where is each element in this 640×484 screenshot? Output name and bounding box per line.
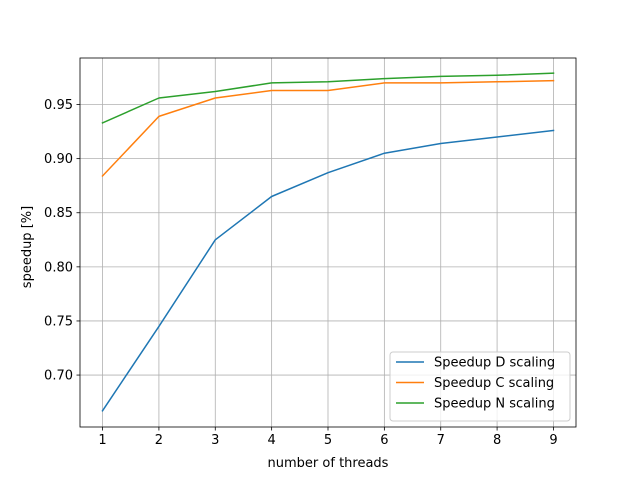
y-tick-label: 0.70 bbox=[44, 369, 73, 384]
legend-label: Speedup C scaling bbox=[434, 376, 554, 391]
x-tick-label: 3 bbox=[211, 433, 219, 448]
y-tick-label: 0.80 bbox=[44, 260, 73, 275]
y-tick-label: 0.85 bbox=[44, 206, 73, 221]
series-line-speedup-c-scaling bbox=[101, 79, 555, 178]
x-tick-label: 6 bbox=[380, 433, 388, 448]
x-tick-label: 5 bbox=[324, 433, 332, 448]
x-axis-label: number of threads bbox=[268, 456, 389, 471]
series-lines bbox=[101, 72, 555, 412]
legend: Speedup D scaling Speedup C scaling Speedu… bbox=[389, 351, 571, 422]
x-tick-label: 4 bbox=[267, 433, 275, 448]
y-axis-label: speedup [%] bbox=[20, 206, 35, 288]
x-tick-label: 1 bbox=[98, 433, 106, 448]
legend-label: Speedup N scaling bbox=[434, 397, 555, 412]
series-line-speedup-n-scaling bbox=[101, 72, 555, 124]
x-tick-label: 2 bbox=[155, 433, 163, 448]
ticks: 1 2 3 4 5 6 7 8 9 0.70 0.75 0.80 0.85 0.90 0.95 bbox=[44, 98, 558, 448]
y-tick-label: 0.90 bbox=[44, 152, 73, 167]
x-tick-label: 7 bbox=[437, 433, 445, 448]
y-tick-label: 0.75 bbox=[44, 314, 73, 329]
legend-label: Speedup D scaling bbox=[434, 356, 555, 371]
x-tick-label: 8 bbox=[493, 433, 501, 448]
legend-box bbox=[389, 351, 571, 422]
y-tick-label: 0.95 bbox=[44, 98, 73, 113]
x-tick-label: 9 bbox=[549, 433, 557, 448]
series-line-speedup-d-scaling bbox=[101, 129, 555, 412]
